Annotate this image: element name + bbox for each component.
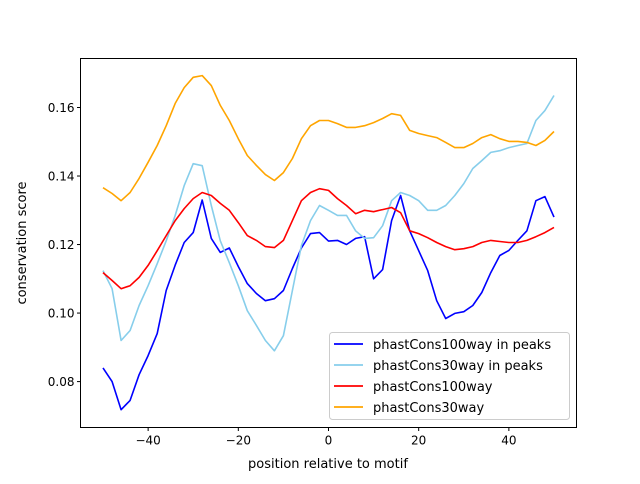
x-tick-label: 0 xyxy=(325,434,333,448)
x-tick-label: 20 xyxy=(411,434,426,448)
legend-label-2: phastCons100way xyxy=(373,380,493,395)
y-tick-label: 0.16 xyxy=(48,101,75,115)
x-tick-label: −40 xyxy=(135,434,160,448)
y-axis-ticks: 0.08 0.10 0.12 0.14 0.16 xyxy=(48,101,81,389)
y-tick-label: 0.10 xyxy=(48,307,75,321)
series-line-0 xyxy=(102,194,555,411)
legend-box xyxy=(329,332,570,420)
series-line-1 xyxy=(102,95,555,352)
x-axis-label: position relative to motif xyxy=(248,457,408,472)
y-tick-label: 0.12 xyxy=(48,238,75,252)
y-axis-label: conservation score xyxy=(15,181,30,304)
y-tick-label: 0.14 xyxy=(48,170,75,184)
y-tick-label: 0.08 xyxy=(48,375,75,389)
legend-label-1: phastCons30way in peaks xyxy=(373,359,543,374)
legend: phastCons100way in peaks phastCons30way i… xyxy=(329,332,570,420)
series-line-3 xyxy=(102,74,555,202)
series-layer xyxy=(102,74,555,411)
series-line-2 xyxy=(102,187,555,290)
legend-label-3: phastCons30way xyxy=(373,401,485,416)
legend-label-0: phastCons100way in peaks xyxy=(373,338,551,353)
x-tick-label: 40 xyxy=(501,434,516,448)
x-axis-ticks: −40 −20 0 20 40 xyxy=(135,427,517,448)
x-tick-label: −20 xyxy=(226,434,251,448)
